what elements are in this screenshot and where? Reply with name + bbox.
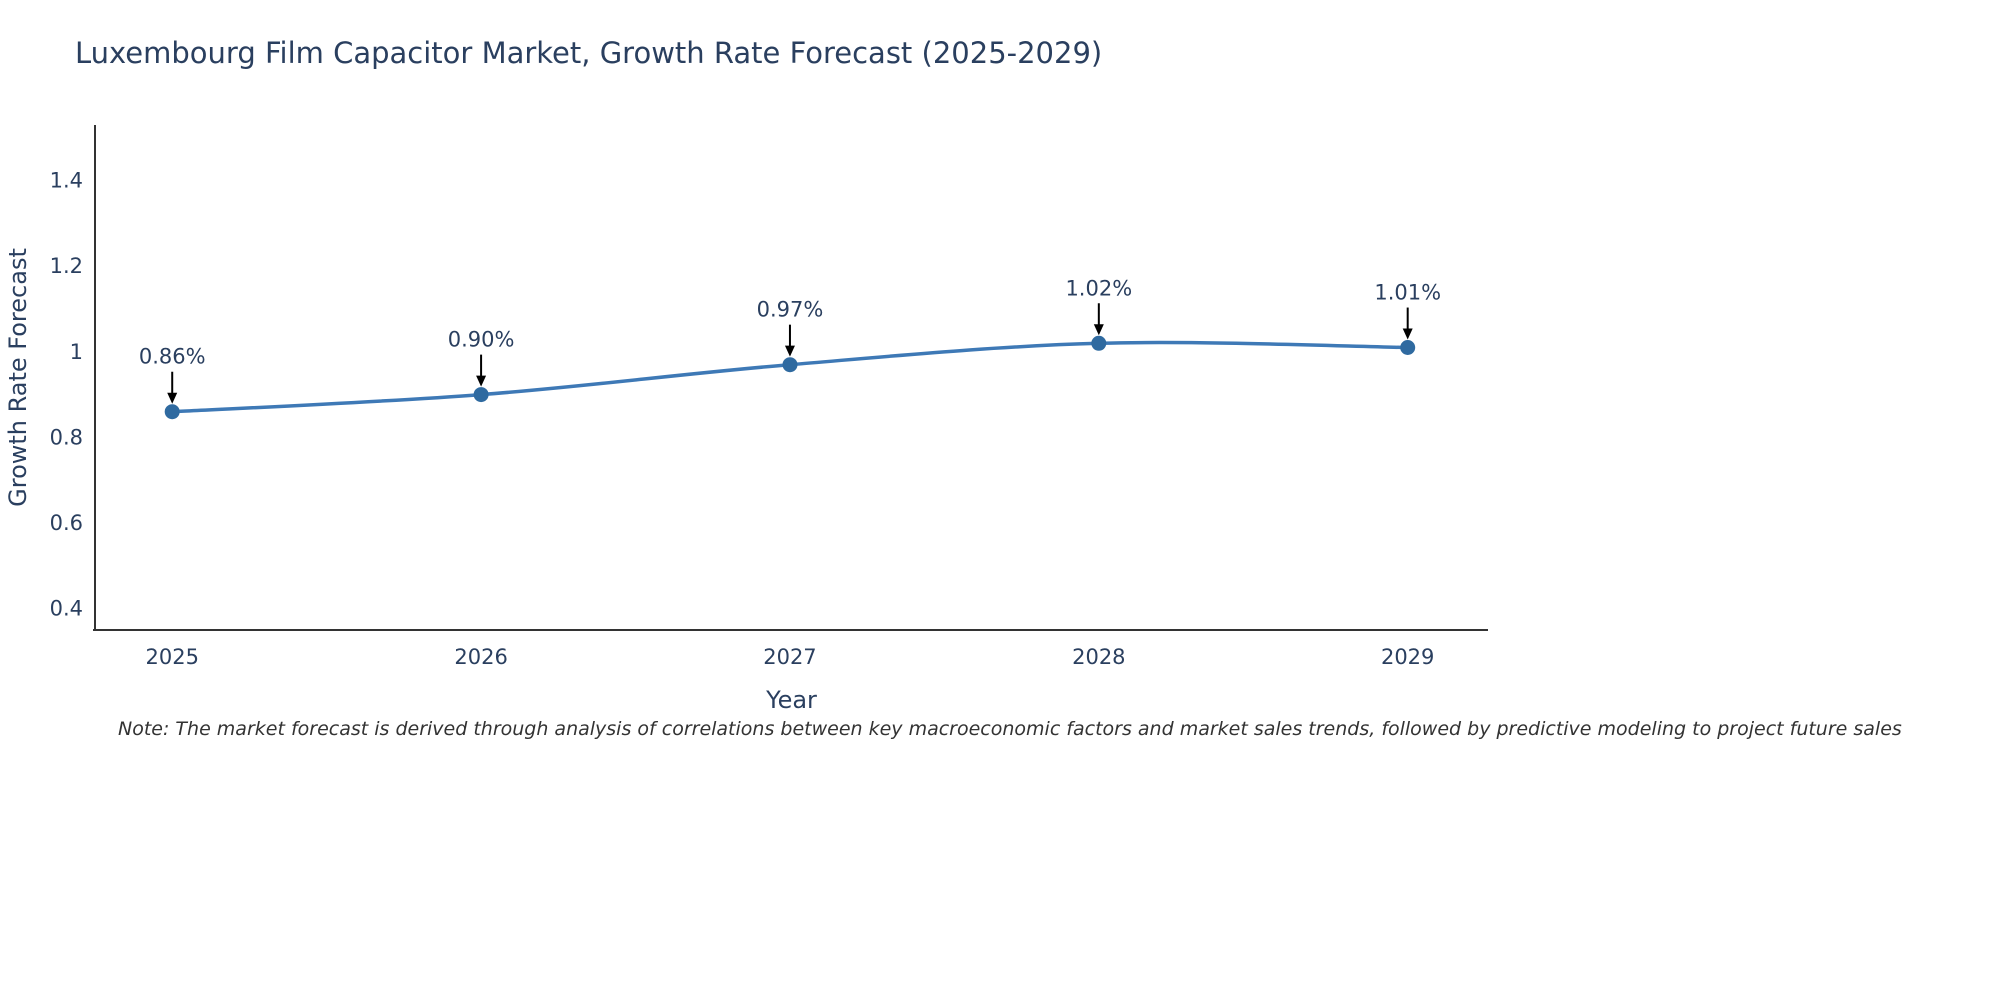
point-value-label: 0.90%	[448, 328, 515, 352]
annotation-arrowhead-icon	[476, 375, 487, 387]
annotation-arrowhead-icon	[1402, 328, 1413, 340]
x-axis-title: Year	[765, 686, 817, 714]
chart-title: Luxembourg Film Capacitor Market, Growth…	[75, 36, 1103, 70]
data-point-marker[interactable]	[164, 404, 180, 420]
y-tick-label: 0.6	[50, 511, 83, 535]
point-value-label: 1.01%	[1374, 281, 1441, 305]
annotation-arrowhead-icon	[167, 392, 178, 404]
data-point-marker[interactable]	[473, 387, 489, 403]
annotation-arrowhead-icon	[784, 345, 795, 357]
y-tick-label: 1.2	[50, 254, 83, 278]
x-tick-label: 2027	[763, 645, 816, 669]
y-tick-label: 1	[70, 340, 83, 364]
y-axis-title: Growth Rate Forecast	[4, 248, 32, 507]
x-tick-label: 2025	[145, 645, 198, 669]
point-value-label: 1.02%	[1065, 276, 1132, 300]
y-tick-label: 0.4	[50, 597, 83, 621]
data-point-marker[interactable]	[1400, 340, 1416, 355]
x-tick-label: 2028	[1072, 645, 1125, 669]
data-point-marker[interactable]	[782, 357, 798, 373]
x-tick-label: 2026	[454, 645, 507, 669]
annotation-arrowhead-icon	[1093, 324, 1104, 336]
footnote: Note: The market forecast is derived thr…	[118, 718, 1902, 740]
y-tick-label: 1.4	[50, 169, 83, 193]
point-value-label: 0.86%	[139, 345, 206, 369]
point-value-label: 0.97%	[757, 298, 824, 322]
data-point-marker[interactable]	[1091, 335, 1107, 351]
y-tick-label: 0.8	[50, 425, 83, 449]
x-tick-label: 2029	[1381, 645, 1434, 669]
